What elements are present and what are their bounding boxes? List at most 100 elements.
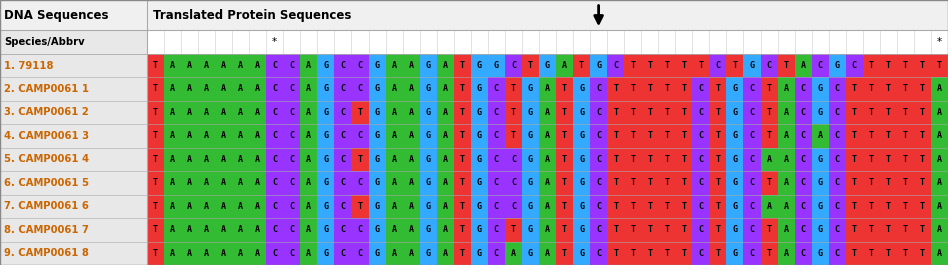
Bar [249, 171, 266, 195]
Text: C: C [699, 131, 703, 140]
Bar [181, 195, 198, 218]
Bar [147, 30, 948, 54]
Bar [181, 77, 198, 101]
Text: T: T [682, 131, 686, 140]
Bar [829, 218, 846, 241]
Text: G: G [477, 225, 482, 234]
Text: C: C [494, 249, 499, 258]
Text: G: G [579, 249, 584, 258]
Bar [675, 195, 692, 218]
Text: A: A [937, 249, 942, 258]
Text: G: G [733, 225, 738, 234]
Text: C: C [340, 85, 345, 94]
Text: C: C [272, 178, 277, 187]
Bar [863, 148, 880, 171]
Bar [590, 77, 607, 101]
Text: A: A [409, 61, 413, 70]
Bar [675, 148, 692, 171]
Bar [931, 195, 948, 218]
Bar [454, 124, 471, 148]
Text: A: A [409, 85, 413, 94]
Text: C: C [357, 131, 362, 140]
Text: A: A [545, 202, 550, 211]
Bar [318, 124, 335, 148]
Text: T: T [665, 131, 669, 140]
Text: C: C [699, 85, 703, 94]
Text: A: A [238, 85, 244, 94]
Bar [726, 171, 743, 195]
Bar [420, 241, 437, 265]
Text: T: T [647, 225, 652, 234]
Text: Translated Protein Sequences: Translated Protein Sequences [153, 9, 351, 22]
Bar [846, 195, 863, 218]
Text: T: T [153, 202, 158, 211]
Bar [914, 101, 931, 124]
Bar [607, 77, 624, 101]
Bar [863, 54, 880, 77]
Bar [863, 124, 880, 148]
Text: T: T [682, 108, 686, 117]
Text: G: G [818, 108, 823, 117]
Bar [692, 124, 709, 148]
Text: T: T [647, 61, 652, 70]
Text: C: C [750, 155, 755, 164]
Text: 5. CAMP0061 4: 5. CAMP0061 4 [4, 154, 89, 164]
Text: T: T [851, 108, 857, 117]
Text: C: C [818, 61, 823, 70]
Text: C: C [357, 225, 362, 234]
Text: C: C [272, 225, 277, 234]
Text: G: G [733, 108, 738, 117]
Text: A: A [784, 131, 789, 140]
Text: G: G [477, 202, 482, 211]
Text: T: T [665, 178, 669, 187]
Bar [692, 218, 709, 241]
Text: T: T [885, 178, 891, 187]
Text: C: C [699, 178, 703, 187]
Text: G: G [323, 155, 328, 164]
Text: G: G [477, 61, 482, 70]
Bar [386, 241, 403, 265]
Bar [914, 148, 931, 171]
Text: T: T [665, 85, 669, 94]
Text: T: T [511, 225, 516, 234]
Text: A: A [392, 61, 396, 70]
Bar [811, 148, 829, 171]
Bar [829, 171, 846, 195]
Bar [709, 195, 726, 218]
Bar [437, 218, 454, 241]
Bar [454, 195, 471, 218]
Text: T: T [868, 85, 874, 94]
Bar [249, 195, 266, 218]
Text: C: C [340, 155, 345, 164]
Bar [897, 77, 914, 101]
Bar [607, 171, 624, 195]
Bar [437, 195, 454, 218]
Bar [931, 218, 948, 241]
Bar [709, 218, 726, 241]
Text: A: A [443, 178, 447, 187]
Bar [147, 241, 948, 265]
Text: G: G [426, 155, 430, 164]
Text: C: C [340, 131, 345, 140]
Bar [658, 218, 675, 241]
Text: T: T [937, 61, 942, 70]
Bar [301, 218, 318, 241]
Bar [658, 101, 675, 124]
Text: G: G [818, 202, 823, 211]
Bar [420, 218, 437, 241]
Bar [794, 195, 811, 218]
Bar [215, 101, 232, 124]
Bar [215, 148, 232, 171]
Bar [232, 101, 249, 124]
Bar [369, 54, 386, 77]
Bar [386, 77, 403, 101]
Bar [794, 124, 811, 148]
Text: A: A [545, 131, 550, 140]
Bar [352, 101, 369, 124]
Text: G: G [374, 202, 379, 211]
Text: G: G [835, 61, 840, 70]
Text: A: A [937, 155, 942, 164]
Bar [641, 171, 658, 195]
Text: T: T [647, 202, 652, 211]
Bar [147, 77, 164, 101]
